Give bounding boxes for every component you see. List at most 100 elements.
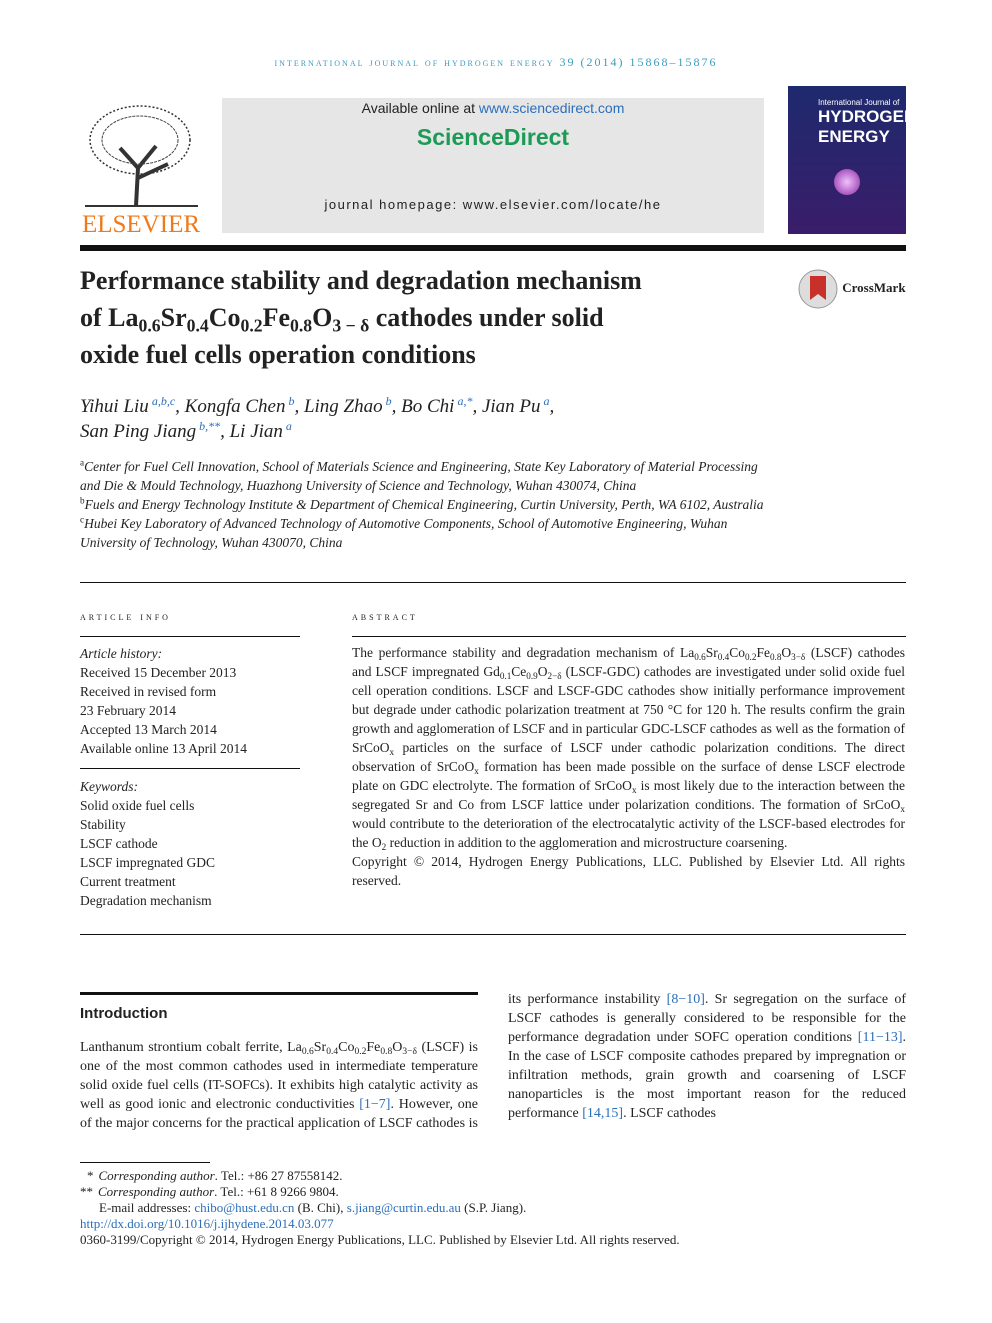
formula-sub: 0.1 (499, 670, 512, 681)
crossmark[interactable]: CrossMark (797, 268, 906, 310)
formula-sub: 3−δ (791, 651, 806, 662)
intro-heading: Introduction (80, 1005, 168, 1022)
link[interactable]: [1−7] (359, 1097, 391, 1112)
footnote-rule (80, 1162, 210, 1163)
issn: 0360-3199/Copyright © 2014, Hydrogen Ene… (80, 1232, 680, 1247)
formula-base: Co (338, 1040, 355, 1055)
history-label: Article history: (80, 646, 163, 661)
article-info: Article history: Received 15 December 201… (80, 644, 300, 910)
author-name: San Ping Jiang (80, 421, 197, 442)
formula-sub: 0.4 (326, 1046, 339, 1057)
site-link[interactable]: www.sciencedirect.com (478, 100, 625, 116)
formula-base: O (392, 1040, 403, 1055)
footnote-text: . Tel.: +61 8 9266 9804. (214, 1184, 339, 1199)
homepage: journal homepage: www.elsevier.com/locat… (324, 197, 662, 212)
text-run: particles on the surface of LSCF under c… (352, 740, 905, 774)
keyword: Solid oxide fuel cells (80, 798, 195, 813)
text-run: E-mail addresses: (99, 1200, 195, 1215)
title-line: Performance stability and degradation me… (80, 262, 642, 299)
rule (80, 768, 300, 769)
author-marks[interactable]: a (543, 393, 550, 408)
author-marks[interactable]: a (285, 418, 292, 433)
formula-sub: 0.6 (138, 315, 161, 336)
cover: International Journal of HYDROGEN ENERGY (788, 86, 917, 234)
text-run: of (80, 303, 109, 332)
rule (80, 582, 906, 583)
text-run: The performance stability and degradatio… (352, 645, 680, 660)
formula-sub: 0.9 (526, 670, 538, 681)
availability: Available online at www.sciencedirect.co… (222, 100, 764, 116)
crossmark-label: CrossMark (842, 279, 906, 295)
site-box: Available online at www.sciencedirect.co… (222, 98, 764, 233)
formula-base: O (537, 664, 548, 679)
affiliation: bFuels and Energy Technology Institute &… (80, 495, 770, 514)
keywords-label: Keywords: (80, 779, 138, 794)
doi[interactable]: http://dx.doi.org/10.1016/j.ijhydene.201… (80, 1216, 334, 1231)
author-marks[interactable]: a,* (457, 393, 473, 408)
author-name: Yihui Liu (80, 396, 149, 417)
abstract: The performance stability and degradatio… (352, 643, 905, 890)
formula-sub: x (900, 803, 905, 814)
formula-base: SrCoO (862, 797, 901, 812)
formula-sub: 0.8 (380, 1046, 393, 1057)
author-sep: , (294, 396, 300, 417)
text-run: cathodes under solid (369, 303, 604, 332)
author-line: Yihui Liu a,b,c, Kongfa Chen b, Ling Zhao b… (80, 394, 554, 419)
affiliation-mark: c (80, 514, 85, 525)
cover-text: HYDROGEN (818, 107, 917, 126)
formula-base: Gd (483, 664, 500, 679)
formula-sub: 0.2 (354, 1046, 367, 1057)
publisher: ELSEVIER (82, 211, 200, 238)
crossmark-icon (798, 269, 838, 309)
formula-base: Co (208, 303, 241, 332)
footnote: * Corresponding author. Tel.: +86 27 8755… (80, 1168, 906, 1184)
cover-art (834, 169, 860, 195)
available-text: Available online at (361, 100, 479, 116)
footnote-role: Corresponding author (98, 1168, 215, 1183)
author-name: Kongfa Chen (184, 396, 286, 417)
formula-base: Ce (511, 664, 527, 679)
abstract-text: The performance stability and degradatio… (352, 643, 905, 852)
author-name: Bo Chi (401, 396, 455, 417)
text-run: (LSCF) is one of the most common cathode… (80, 1040, 478, 1112)
author-marks[interactable]: b (385, 393, 392, 408)
formula-base: Sr (313, 1040, 327, 1055)
footnote-mark: * (87, 1168, 94, 1183)
author-marks[interactable]: b (288, 393, 295, 408)
author-name: Jian Pu (481, 396, 541, 417)
formula-base: Co (729, 645, 745, 660)
rule (352, 636, 906, 637)
formula-base: Fe (262, 303, 290, 332)
formula-sub: 0.6 (694, 651, 706, 662)
link[interactable]: [8−10] (666, 992, 705, 1007)
brand: ScienceDirect (416, 124, 570, 150)
abstract-heading: abstract (352, 609, 418, 623)
formula-base: La (108, 303, 139, 332)
emails: E-mail addresses: chibo@hust.edu.cn (B. … (80, 1200, 906, 1216)
affiliation-mark: a (80, 457, 85, 468)
author-marks[interactable]: b,** (199, 418, 221, 433)
link[interactable]: s.jiang@curtin.edu.au (346, 1200, 461, 1215)
history-item: Received 15 December 2013 (80, 665, 237, 680)
text-run: oxide fuel cells operation conditions (80, 340, 476, 369)
formula-base: O (781, 645, 792, 660)
affiliation: cHubei Key Laboratory of Advanced Techno… (80, 514, 770, 552)
author-marks[interactable]: a,b,c (151, 393, 176, 408)
text-run: . Sr segregation on the surface of LSCF … (508, 992, 906, 1045)
author-sep: , (175, 396, 180, 417)
journal-line: international journal of hydrogen energy… (274, 55, 718, 69)
link[interactable]: chibo@hust.edu.cn (194, 1200, 295, 1215)
intro-text: Lanthanum strontium cobalt ferrite, La0.… (80, 990, 906, 1148)
rule (80, 636, 300, 637)
link[interactable]: [14,15] (582, 1106, 624, 1121)
formula-sub: 2−δ (547, 670, 562, 681)
formula-base: Fe (756, 645, 770, 660)
formula-sub: 3 − δ (332, 315, 370, 336)
affiliation: aCenter for Fuel Cell Innovation, School… (80, 457, 770, 495)
formula-base: O (371, 835, 382, 850)
text-run: Performance stability and degradation me… (80, 266, 642, 295)
author-sep: , (472, 396, 478, 417)
author-sep: , (549, 396, 555, 417)
link[interactable]: [11−13] (857, 1030, 903, 1045)
